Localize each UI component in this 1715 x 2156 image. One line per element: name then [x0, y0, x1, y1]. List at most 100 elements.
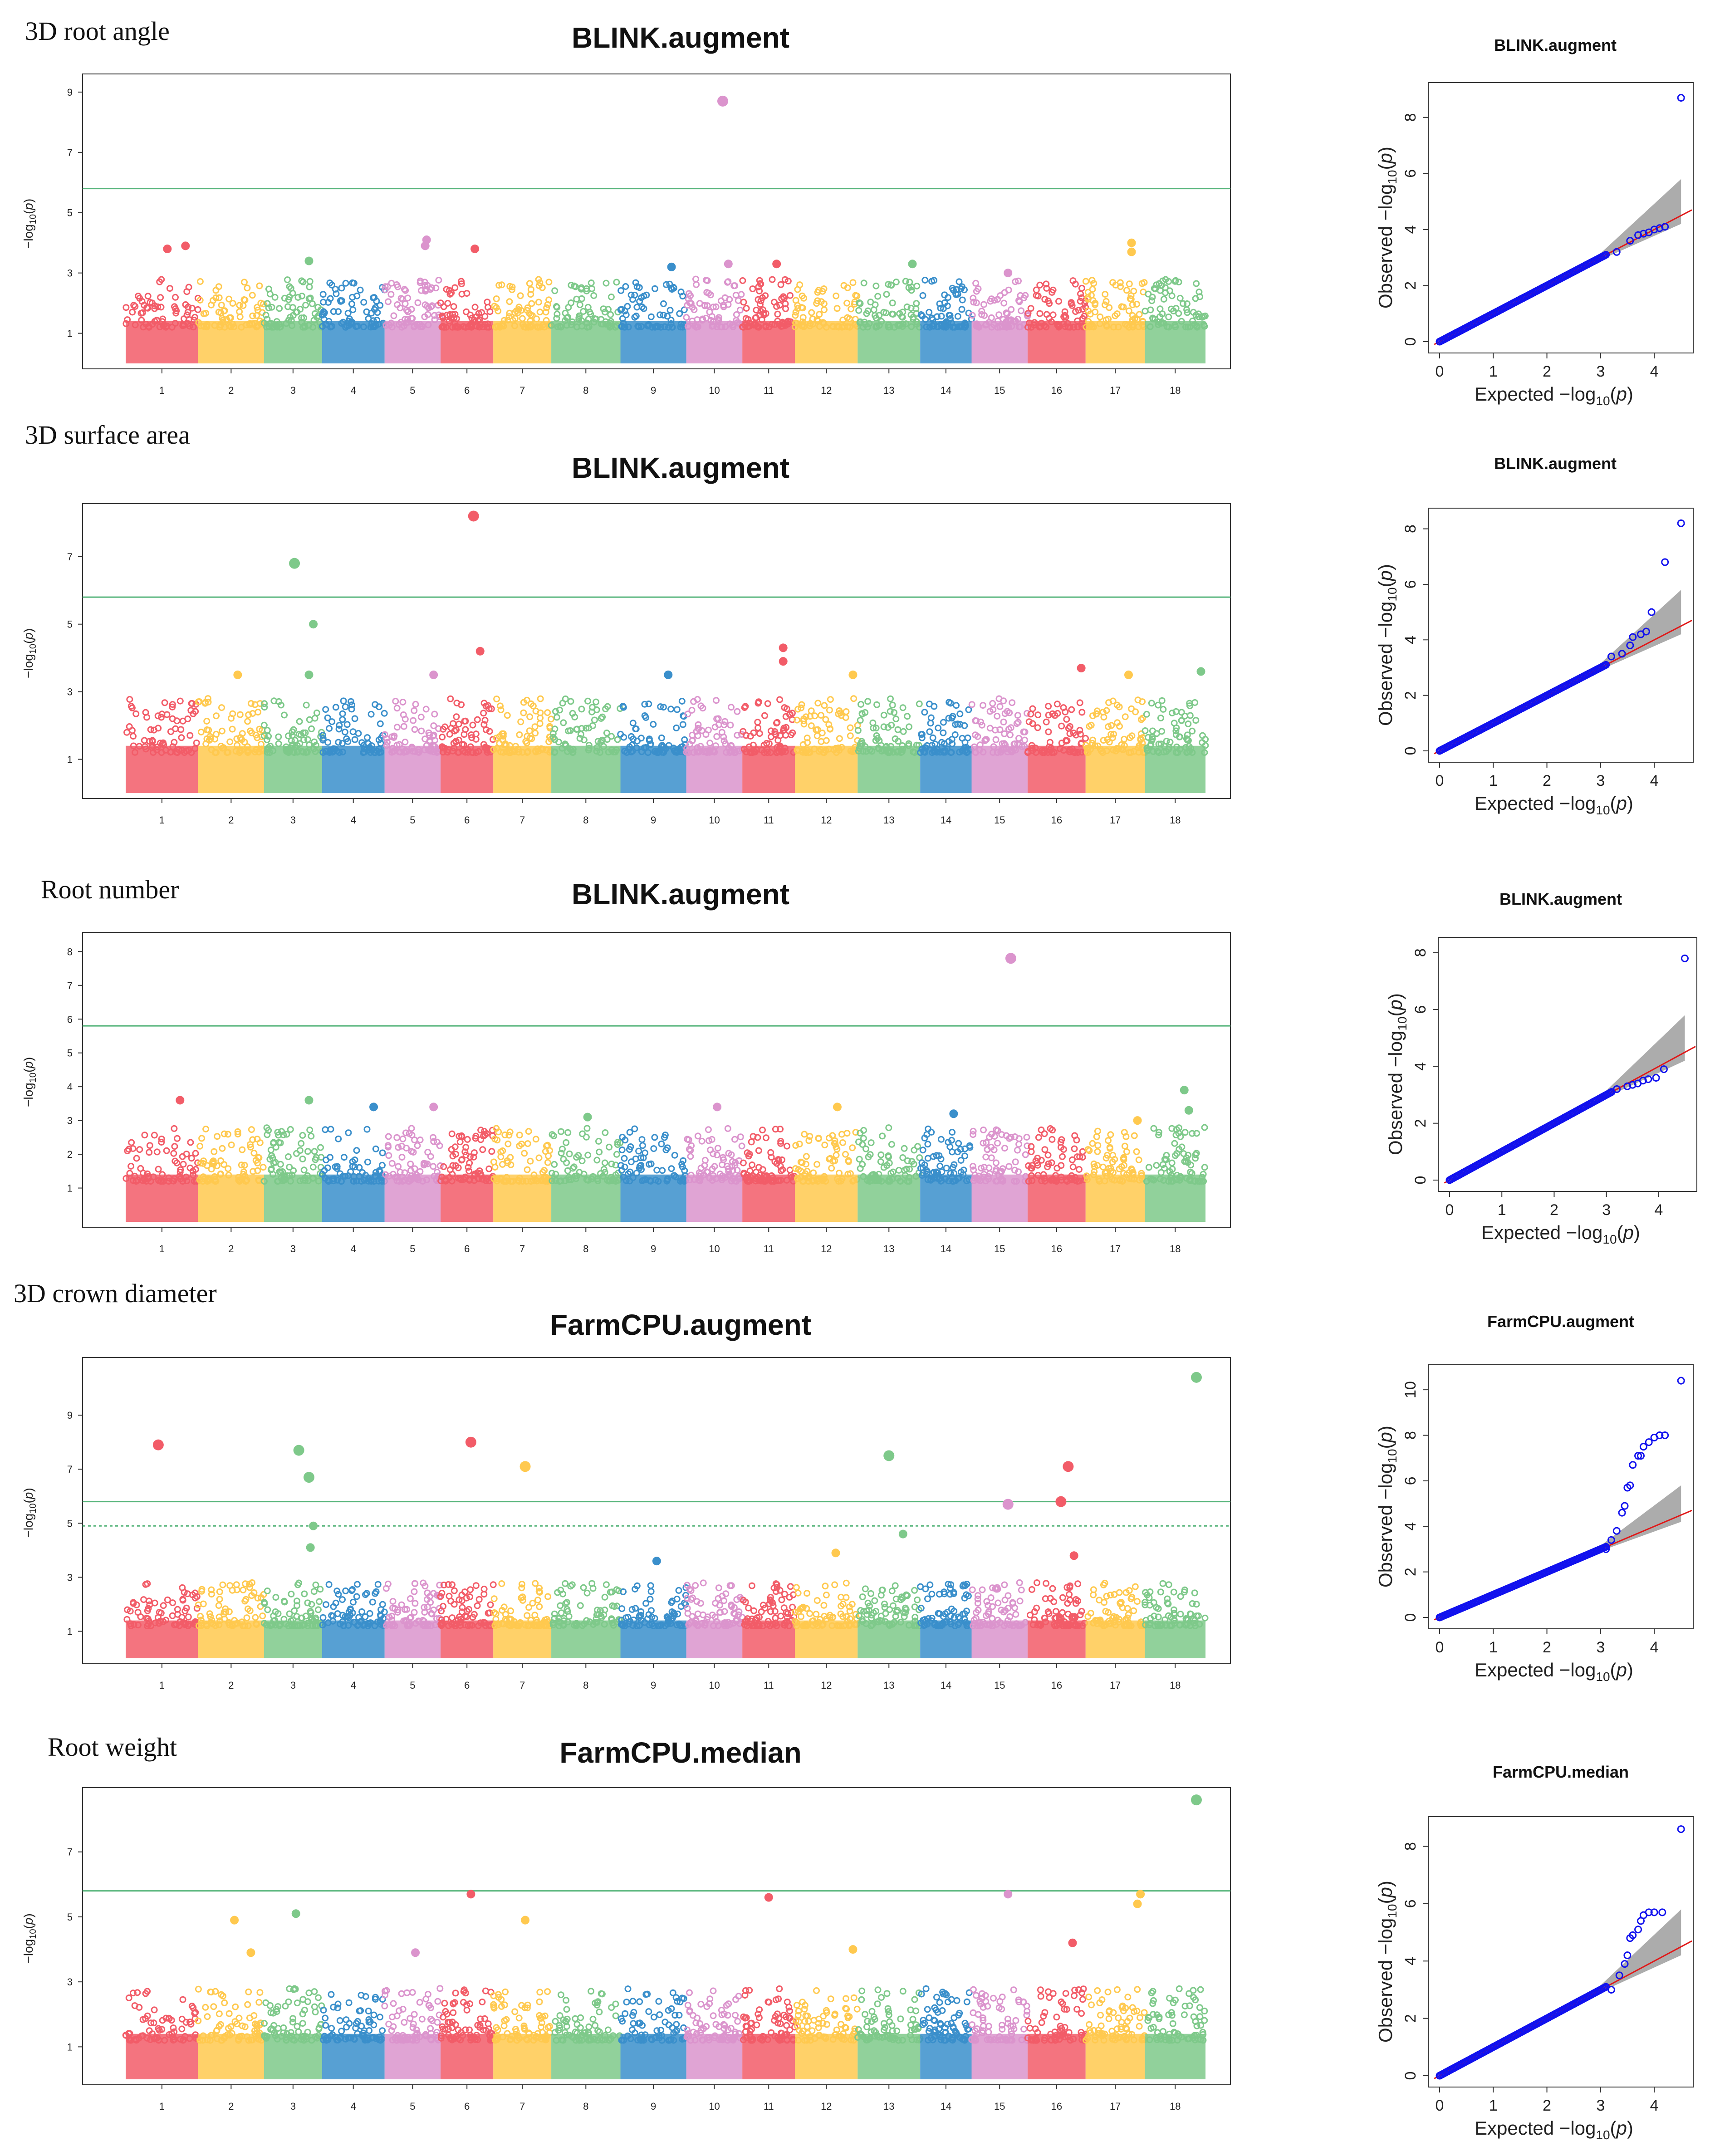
snp-point [402, 287, 409, 294]
snp-point [673, 724, 680, 731]
snp-point [181, 322, 187, 329]
snp-point [260, 721, 268, 729]
snp-point [528, 300, 535, 307]
snp-point [676, 310, 683, 317]
snp-point [127, 1162, 135, 1170]
snp-point [698, 1137, 706, 1145]
snp-point [734, 708, 741, 715]
snp-point [1043, 718, 1050, 725]
snp-point [1176, 294, 1184, 302]
snp-point [1043, 284, 1050, 292]
snp-point [284, 1153, 292, 1160]
snp-point [995, 311, 1003, 318]
qq-y-tick-label: 0 [1402, 338, 1419, 346]
chromosome-label: 8 [583, 1243, 588, 1254]
snp-point [298, 277, 305, 284]
snp-point [254, 306, 261, 314]
snp-point [1105, 1137, 1112, 1144]
snp-point [249, 312, 256, 319]
snp-point [1101, 301, 1108, 309]
snp-point [816, 323, 823, 330]
snp-point [176, 697, 184, 705]
chromosome-label: 1 [159, 385, 165, 396]
snp-point [900, 728, 907, 735]
qq-title: BLINK.augment [1494, 454, 1617, 473]
snp-point [174, 749, 181, 756]
chromosome-label: 14 [941, 385, 951, 396]
snp-point [667, 316, 675, 323]
snp-point [183, 747, 190, 755]
snp-point [1135, 1156, 1142, 1163]
snp-point [172, 294, 179, 301]
chromosome-label: 5 [410, 1243, 415, 1254]
snp-point [918, 734, 926, 741]
snp-point [275, 740, 282, 747]
snp-point [885, 281, 892, 288]
snp-point [492, 323, 499, 330]
snp-point [862, 1145, 869, 1152]
snp-point [562, 695, 569, 702]
snp-point [844, 314, 851, 321]
snp-point [830, 323, 837, 330]
snp-point [959, 283, 965, 290]
snp-point [796, 281, 804, 289]
snp-point [838, 1131, 845, 1138]
snp-point [511, 322, 518, 329]
snp-point [475, 1596, 483, 1603]
chromosome-label: 1 [159, 814, 165, 826]
snp-point [821, 306, 828, 314]
qq-point [1612, 248, 1621, 256]
snp-point [531, 723, 539, 730]
peak-point [369, 1102, 378, 1112]
y-tick-label: 7 [67, 980, 73, 991]
snp-point [304, 1148, 311, 1155]
snp-point [210, 297, 216, 304]
snp-point [704, 302, 711, 309]
peak-point [233, 670, 242, 679]
snp-point [647, 313, 655, 320]
snp-point [778, 323, 785, 330]
snp-point [525, 1128, 532, 1135]
snp-point [792, 297, 799, 304]
peak-point [1077, 664, 1086, 673]
snp-point [980, 702, 986, 709]
chromosome-label: 15 [994, 814, 1005, 826]
snp-point [1054, 701, 1061, 708]
snp-point [844, 284, 851, 291]
snp-point [211, 1148, 218, 1155]
snp-point [895, 1166, 902, 1174]
snp-point [132, 749, 138, 756]
snp-point [1157, 715, 1164, 722]
snp-point [638, 294, 645, 301]
snp-point [369, 323, 377, 330]
snp-point [172, 305, 179, 312]
qq-x-tick-label: 0 [1436, 363, 1444, 380]
snp-point [857, 717, 864, 724]
chromosome-label: 12 [821, 1243, 832, 1254]
snp-point [1195, 313, 1202, 320]
snp-point [1107, 1131, 1114, 1138]
snp-point [554, 310, 561, 318]
snp-point [1087, 310, 1094, 318]
snp-point [435, 277, 442, 284]
snp-point [1094, 1148, 1101, 1155]
snp-point [1012, 278, 1019, 285]
snp-point [522, 323, 529, 331]
snp-point [506, 298, 513, 305]
snp-point [417, 713, 425, 720]
chromosome-label: 17 [1110, 1243, 1121, 1254]
qq-x-tick-label: 2 [1550, 1201, 1558, 1219]
snp-point [613, 1151, 620, 1158]
snp-point [1010, 318, 1018, 325]
snp-point [533, 315, 540, 323]
snp-point [323, 1601, 329, 1608]
snp-point [284, 303, 291, 310]
chromosome-label: 7 [519, 385, 525, 396]
snp-point [1078, 709, 1086, 716]
snp-point [786, 1166, 794, 1174]
y-tick-label: 3 [67, 268, 73, 279]
snp-point [556, 323, 564, 330]
snp-point [608, 323, 615, 330]
snp-point [390, 312, 397, 319]
snp-point [385, 1152, 392, 1159]
